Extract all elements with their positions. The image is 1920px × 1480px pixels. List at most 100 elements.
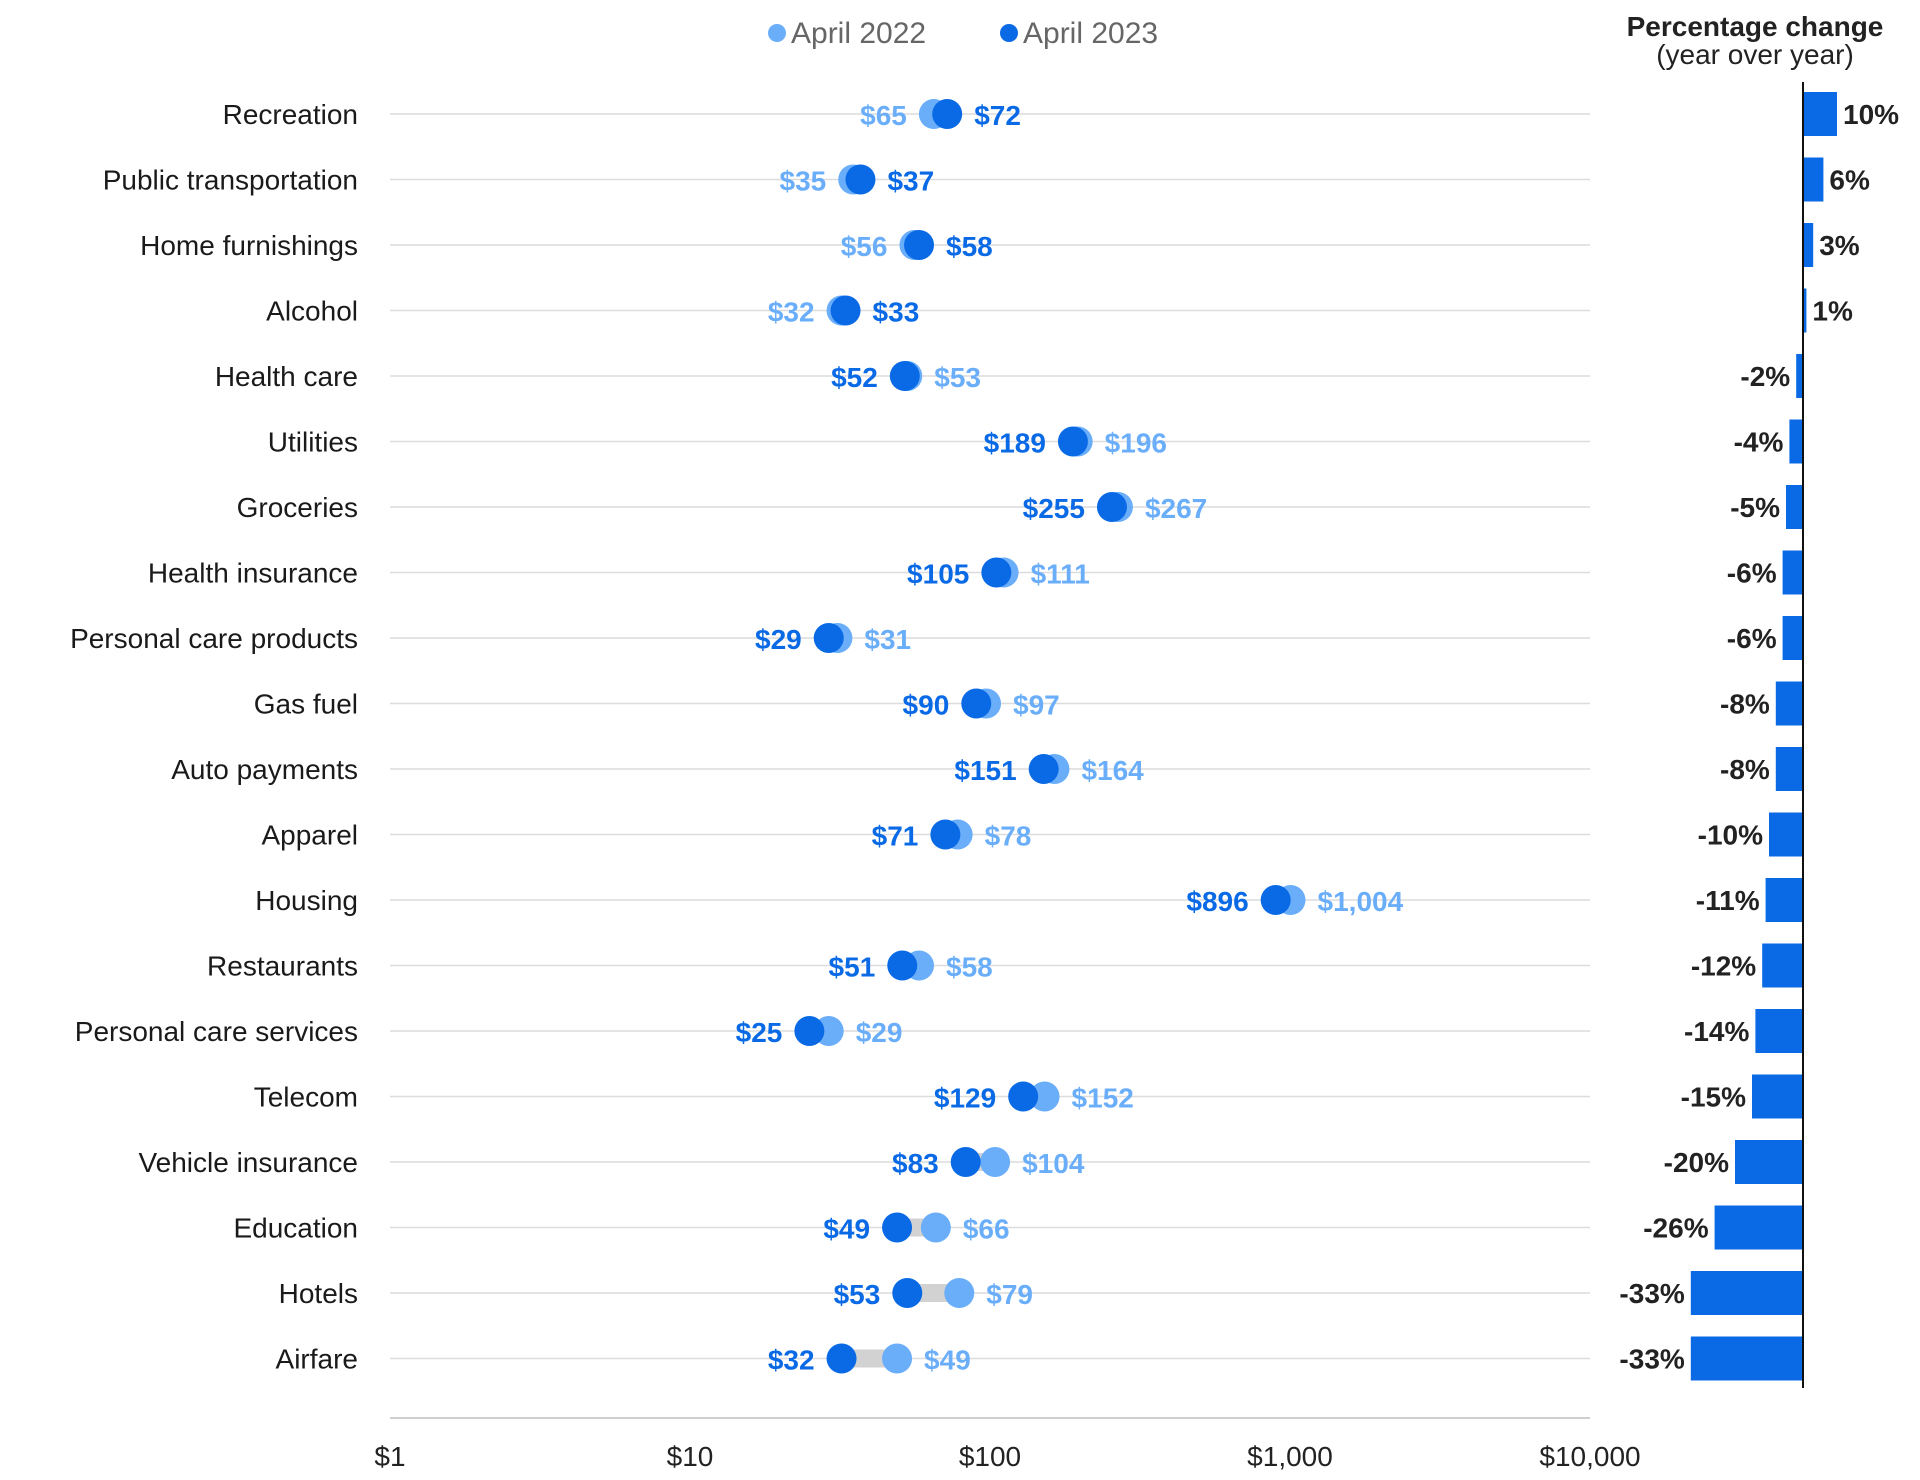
data-point-april-2022 [944,1278,975,1308]
category-label: Health care [215,361,358,392]
value-label: $896 [1186,886,1248,917]
percentage-bar [1769,812,1803,857]
legend-marker-april-2023 [1000,24,1018,42]
x-tick-label: $10,000 [1539,1441,1640,1472]
percentage-label: -14% [1684,1016,1749,1047]
percentage-change-subtitle: (year over year) [1656,39,1854,70]
data-point-april-2022 [980,1147,1011,1177]
category-label: Personal care services [75,1016,358,1047]
percentage-bar [1782,616,1803,660]
data-point-april-2023 [845,164,876,195]
percentage-label: -26% [1643,1213,1708,1244]
percentage-label: -8% [1720,754,1770,785]
value-label: $267 [1145,493,1207,524]
category-label: Home furnishings [140,230,358,261]
data-point-april-2023 [981,557,1012,588]
percentage-bar [1796,354,1803,398]
value-label: $31 [864,624,911,655]
value-label: $90 [903,690,950,721]
value-labels: $65 $72 $35 $37 $56 $58 $32 $33 $52 $53 $189 $196 $2… [736,100,1404,1376]
percentage-label: -15% [1681,1082,1746,1113]
legend: April 2022 April 2023 [768,17,1158,50]
data-point-april-2023 [882,1212,913,1243]
percentage-label: -5% [1730,492,1780,523]
category-label: Recreation [223,99,358,130]
data-point-april-2023 [813,623,844,653]
category-label: Personal care products [70,623,358,654]
value-label: $29 [755,624,802,655]
x-tick-label: $1,000 [1247,1441,1333,1472]
percentage-label: -10% [1698,820,1763,851]
percentage-label: 3% [1819,230,1860,261]
percentage-bar [1803,223,1814,267]
data-point-april-2023 [794,1016,825,1046]
value-label: $105 [907,559,969,590]
value-label: $72 [974,100,1021,131]
percentage-label: -20% [1664,1147,1729,1178]
percentage-bar [1735,1140,1803,1184]
percentage-label: -8% [1720,689,1770,720]
data-point-april-2023 [961,688,992,719]
percentage-bar [1762,943,1803,988]
percentage-bar [1803,92,1837,136]
x-tick-label: $1 [374,1441,405,1472]
data-point-april-2022 [920,1212,951,1243]
category-label: Vehicle insurance [139,1147,358,1178]
value-label: $56 [841,231,888,262]
category-label: Groceries [237,492,358,523]
data-point-april-2023 [1008,1081,1039,1112]
value-label: $97 [1013,690,1060,721]
data-point-april-2023 [889,361,920,391]
value-label: $49 [924,1345,971,1376]
percentage-bar [1690,1271,1803,1315]
category-label: Education [233,1213,358,1244]
percentage-label: 6% [1829,165,1870,196]
category-labels: Recreation Public transportation Home furn… [70,99,358,1375]
percentage-bar [1782,550,1803,595]
value-label: $164 [1081,755,1144,786]
percentage-bar [1803,288,1807,333]
data-point-april-2023 [892,1278,923,1308]
value-label: $52 [831,362,878,393]
legend-label-april-2022: April 2022 [791,17,926,50]
value-label: $71 [872,821,919,852]
percentage-bar [1765,878,1803,922]
percentage-label: -6% [1727,558,1777,589]
value-label: $32 [768,297,815,328]
legend-label-april-2023: April 2023 [1023,17,1158,50]
value-label: $255 [1023,493,1085,524]
category-label: Public transportation [103,165,358,196]
value-label: $58 [946,231,993,262]
data-point-april-2023 [1260,885,1291,915]
percentage-bar [1690,1336,1803,1381]
percentage-label: -33% [1619,1278,1684,1309]
value-label: $78 [985,821,1032,852]
value-label: $79 [986,1279,1033,1310]
data-point-april-2023 [1096,492,1127,522]
percentage-label: -11% [1696,885,1760,916]
value-label: $49 [823,1214,870,1245]
percentage-change-header: Percentage change (year over year) [1627,11,1884,70]
percentage-label: 1% [1812,296,1853,327]
value-label: $29 [856,1017,903,1048]
percentage-label: -6% [1727,623,1777,654]
value-label: $129 [934,1083,996,1114]
value-label: $104 [1022,1148,1085,1179]
data-point-april-2023 [932,99,963,129]
percentage-bar [1714,1205,1803,1250]
value-label: $53 [934,362,981,393]
data-point-april-2023 [904,230,935,260]
percentage-bar [1752,1074,1803,1119]
category-label: Housing [255,885,358,916]
data-point-april-2023 [826,1343,857,1374]
data-point-april-2023 [930,819,961,850]
x-tick-label: $100 [959,1441,1021,1472]
percentage-label: -4% [1734,427,1784,458]
value-label: $1,004 [1318,886,1404,917]
percentage-bars [1690,82,1837,1388]
value-label: $35 [780,166,827,197]
category-label: Utilities [268,427,358,458]
value-label: $151 [954,755,1016,786]
data-point-april-2022 [882,1343,913,1374]
category-label: Airfare [276,1344,358,1375]
